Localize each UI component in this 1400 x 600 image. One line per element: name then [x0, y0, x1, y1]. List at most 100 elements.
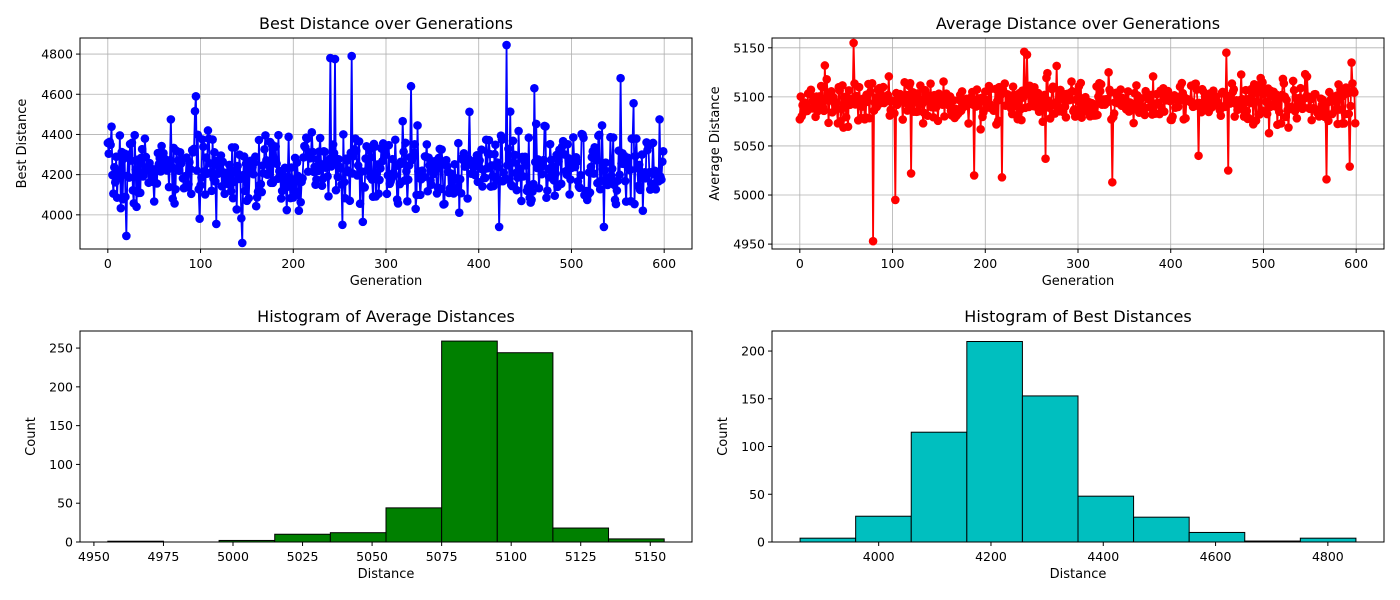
best_hist-bar	[1077, 495, 1135, 542]
best_line-point	[510, 150, 520, 160]
x-tick-label: 600	[652, 256, 676, 271]
avg_line-point	[822, 75, 832, 84]
best_line-point	[338, 220, 347, 230]
avg_line-x-axis-label: Generation	[1042, 274, 1115, 289]
best_line-point	[324, 191, 333, 201]
best_line-point	[450, 159, 459, 169]
avg_line-point	[1108, 177, 1117, 187]
avg_line-point	[1289, 85, 1299, 95]
best_line-point	[240, 186, 250, 196]
best_line-point	[416, 190, 425, 200]
best_line-point	[615, 170, 624, 180]
best_line-point	[629, 99, 638, 108]
avg_line-point	[939, 77, 948, 86]
best_hist-bar	[799, 537, 857, 542]
y-tick-label: 5000	[733, 188, 765, 203]
x-tick-label: 200	[973, 256, 997, 271]
avg_line-point	[1223, 166, 1233, 175]
best_line-point	[597, 121, 607, 130]
best_line-point	[625, 165, 635, 175]
best_line-point	[331, 185, 341, 195]
best_line-point	[208, 135, 217, 144]
best_line-point	[352, 146, 361, 156]
avg_line-point	[1194, 151, 1203, 161]
best_line-point	[186, 164, 195, 174]
best_line-point	[504, 144, 513, 154]
avg_line-point	[997, 173, 1007, 182]
y-tick-label: 150	[741, 391, 765, 406]
best_line-point	[422, 140, 432, 149]
best_line-point	[284, 132, 293, 142]
x-tick-label: 5025	[287, 549, 319, 564]
avg_line-point	[824, 118, 833, 128]
best_line-point	[152, 179, 162, 188]
avg_line-point	[990, 105, 999, 115]
avg_line-point	[817, 82, 827, 92]
best_line-point	[551, 169, 560, 178]
best_hist-bar	[1299, 537, 1357, 542]
best_line-point	[397, 159, 407, 168]
avg_line-point	[904, 100, 913, 109]
best_line-point	[632, 134, 641, 143]
avg_line-point	[837, 104, 846, 114]
best_line-point	[251, 201, 261, 211]
best_line-point	[589, 169, 599, 178]
avg_line-point	[940, 112, 949, 121]
avg_line-chart: 0 100 200 300 400 500 600 4950 5000 5050 5100 5150 A…	[708, 14, 1385, 289]
best_line-point	[320, 147, 330, 157]
x-tick-label: 5150	[634, 549, 666, 564]
best_line-point	[137, 144, 147, 154]
avg_hist-bar	[385, 507, 443, 542]
avg_line-point	[1129, 118, 1138, 128]
best_line-point	[623, 153, 633, 163]
best_hist-bar	[1021, 395, 1079, 542]
best_line-point	[307, 128, 317, 137]
best_line-point	[569, 133, 578, 142]
best_line-point	[455, 174, 465, 184]
best_line-point	[314, 166, 323, 176]
best_line-point	[545, 139, 555, 149]
best_hist-chart: 4000 4200 4400 4600 4800 0 50 100 150 200 Histogra…	[716, 307, 1385, 582]
avg_line-point	[1104, 68, 1113, 77]
avg_line-point	[1038, 117, 1048, 127]
avg_line-point	[1071, 95, 1081, 104]
avg_hist-bar	[329, 532, 387, 542]
avg_line-point	[1302, 72, 1312, 81]
avg_line-series-line	[798, 42, 1357, 242]
avg_hist-bar	[496, 352, 554, 542]
best_line-point	[116, 203, 126, 213]
avg_line-point	[933, 116, 943, 126]
best_line-point	[191, 91, 201, 101]
avg_line-point	[1000, 79, 1010, 88]
best_line-point	[419, 172, 429, 182]
avg_line-point	[891, 195, 900, 205]
best_line-point	[381, 150, 391, 160]
best_line-point	[406, 81, 416, 91]
avg_line-point	[1236, 70, 1246, 79]
best_line-point	[339, 177, 349, 187]
best_line-point	[276, 194, 286, 203]
best_line-point	[549, 176, 559, 185]
best_line-point	[232, 205, 242, 214]
best_line-point	[205, 159, 215, 168]
x-tick-label: 4400	[1087, 549, 1119, 564]
avg_line-point	[1296, 83, 1305, 93]
avg_line-point	[884, 72, 894, 81]
best_line-point	[299, 153, 308, 162]
avg_line-point	[1043, 68, 1052, 78]
avg_line-point	[1052, 61, 1061, 71]
best_line-point	[658, 147, 668, 156]
avg_line-point	[969, 171, 979, 180]
best_line-point	[648, 138, 658, 148]
best_line-point	[518, 172, 528, 181]
avg_line-point	[1076, 78, 1086, 88]
avg_hist-bar	[552, 527, 610, 542]
best_line-point	[195, 214, 204, 224]
best_line-point	[330, 54, 340, 64]
best_line-point	[509, 158, 519, 167]
best_line-point	[210, 148, 219, 157]
best_line-point	[323, 171, 332, 181]
x-tick-label: 500	[560, 256, 584, 271]
avg_line-point	[1159, 107, 1169, 116]
avg_line-point	[1339, 119, 1349, 128]
